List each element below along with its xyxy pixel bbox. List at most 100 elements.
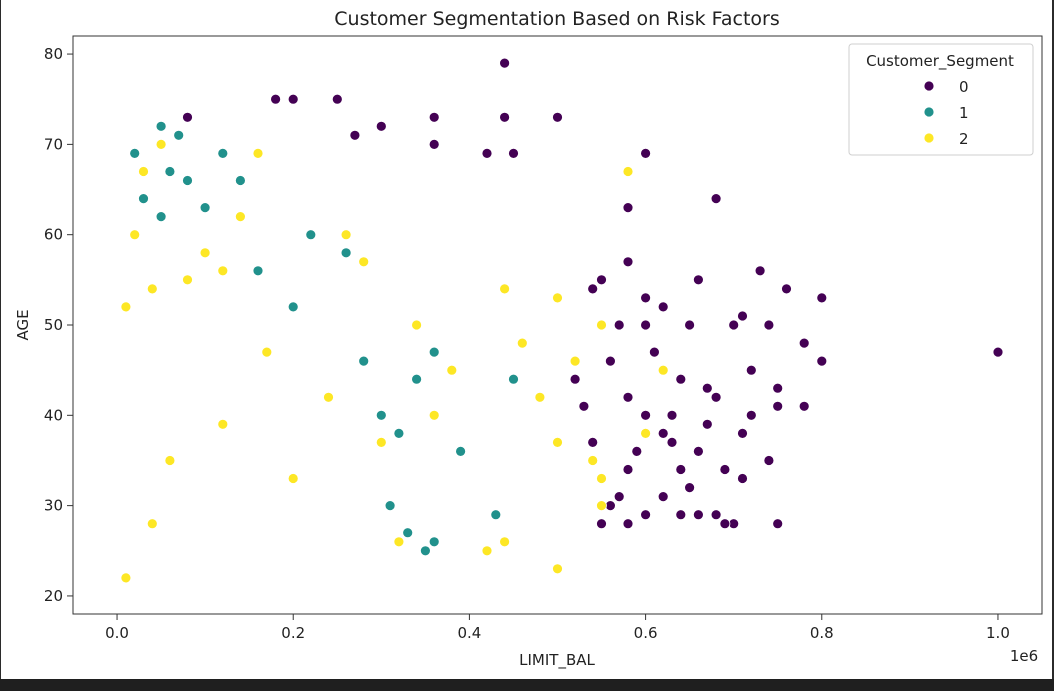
- data-point-segment-2: [155, 138, 167, 150]
- data-point-segment-0: [772, 518, 784, 530]
- data-point-segment-0: [349, 129, 361, 141]
- legend-marker-0: [923, 80, 935, 92]
- data-point-segment-1: [199, 202, 211, 214]
- data-point-segment-2: [587, 455, 599, 466]
- data-point-segment-0: [745, 364, 757, 376]
- data-point-segment-0: [701, 382, 713, 394]
- data-point-segment-0: [675, 509, 687, 521]
- y-tick-label: 60: [44, 226, 63, 244]
- data-point-segment-1: [287, 301, 299, 313]
- data-point-segment-0: [499, 111, 511, 123]
- data-point-segment-1: [455, 445, 467, 457]
- data-point-segment-2: [446, 364, 458, 376]
- data-point-segment-1: [358, 355, 370, 367]
- data-point-segment-0: [754, 265, 766, 277]
- data-point-segment-0: [737, 427, 748, 439]
- y-tick-label: 30: [44, 497, 63, 515]
- data-point-segment-0: [728, 319, 740, 331]
- data-point-segment-1: [340, 247, 352, 259]
- data-point-segment-2: [640, 427, 651, 439]
- data-point-segment-2: [552, 436, 563, 448]
- data-point-segment-1: [252, 265, 264, 277]
- data-point-segment-2: [657, 364, 669, 376]
- x-tick-label: 0.4: [457, 624, 481, 642]
- data-point-segment-0: [613, 491, 625, 503]
- data-point-segment-0: [781, 283, 792, 295]
- data-point-segment-2: [375, 436, 387, 448]
- data-point-segment-0: [605, 355, 616, 367]
- data-point-segment-0: [666, 436, 678, 448]
- data-point-segment-2: [596, 500, 607, 512]
- data-point-segment-0: [693, 509, 704, 521]
- data-point-segment-1: [129, 147, 141, 159]
- y-tick-label: 20: [44, 587, 63, 605]
- data-point-segment-0: [605, 500, 616, 512]
- data-point-segment-1: [164, 166, 176, 177]
- data-point-segment-2: [596, 473, 607, 484]
- data-point-segment-2: [138, 166, 149, 177]
- data-point-segment-2: [393, 536, 405, 548]
- data-point-segment-2: [217, 418, 229, 430]
- data-point-segment-2: [481, 545, 493, 557]
- data-point-segment-0: [270, 93, 282, 105]
- data-point-segment-2: [234, 211, 246, 223]
- data-point-segment-2: [358, 256, 370, 268]
- data-point-segment-2: [182, 274, 193, 286]
- data-point-segment-0: [596, 518, 607, 530]
- data-point-segment-0: [719, 518, 731, 530]
- data-point-segment-0: [481, 147, 493, 159]
- data-point-segment-0: [798, 337, 810, 349]
- data-point-segment-0: [649, 346, 660, 358]
- x-tick-label: 0.8: [810, 624, 834, 642]
- data-point-segment-2: [252, 147, 264, 159]
- data-point-segment-0: [675, 373, 687, 385]
- data-point-segment-1: [402, 527, 414, 539]
- data-point-segment-0: [772, 382, 784, 394]
- data-point-segment-0: [710, 391, 722, 403]
- x-axis-ticks: 0.0 0.2 0.4 0.6 0.8 1.0: [105, 614, 1010, 642]
- data-point-segment-0: [569, 373, 581, 385]
- data-point-segment-0: [631, 445, 643, 457]
- data-point-segment-0: [428, 138, 440, 150]
- data-point-segment-0: [710, 509, 722, 521]
- data-point-segment-2: [534, 391, 546, 403]
- data-point-segment-2: [129, 229, 141, 241]
- data-point-segment-2: [499, 536, 511, 548]
- data-point-segment-0: [693, 445, 704, 457]
- data-point-segment-0: [675, 464, 687, 475]
- data-point-segment-0: [737, 473, 748, 484]
- data-point-segment-2: [287, 473, 299, 484]
- data-point-segment-0: [182, 111, 193, 123]
- data-point-segment-0: [287, 93, 299, 105]
- data-point-segment-0: [772, 400, 784, 412]
- data-point-segment-2: [164, 455, 176, 466]
- legend-marker-1: [923, 106, 935, 118]
- data-point-segment-0: [622, 464, 634, 475]
- legend-box: [848, 43, 1034, 156]
- data-point-segment-1: [508, 373, 519, 385]
- legend: Customer_Segment 0 1 2: [848, 43, 1034, 156]
- data-point-segment-0: [622, 256, 634, 268]
- x-axis-label: LIMIT_BAL: [519, 651, 595, 670]
- data-point-segment-2: [340, 229, 352, 241]
- y-tick-label: 50: [44, 316, 63, 334]
- data-point-segment-1: [419, 545, 431, 557]
- data-point-segment-0: [508, 147, 519, 159]
- window-right-edge: [1052, 0, 1054, 679]
- data-point-segment-0: [640, 509, 651, 521]
- data-point-segment-0: [331, 93, 343, 105]
- data-point-segment-1: [155, 211, 167, 223]
- window-left-edge: [0, 0, 1, 679]
- data-point-segment-0: [657, 427, 669, 439]
- data-point-segment-1: [305, 229, 317, 241]
- data-point-segment-0: [640, 319, 651, 331]
- data-point-segment-0: [622, 518, 634, 530]
- data-point-segment-0: [499, 57, 511, 69]
- x-tick-label: 0.6: [634, 624, 658, 642]
- data-point-segment-2: [622, 166, 634, 177]
- data-point-segment-0: [745, 409, 757, 421]
- y-axis-label: AGE: [14, 309, 32, 340]
- data-point-segment-2: [120, 301, 132, 313]
- data-point-segment-1: [384, 500, 396, 512]
